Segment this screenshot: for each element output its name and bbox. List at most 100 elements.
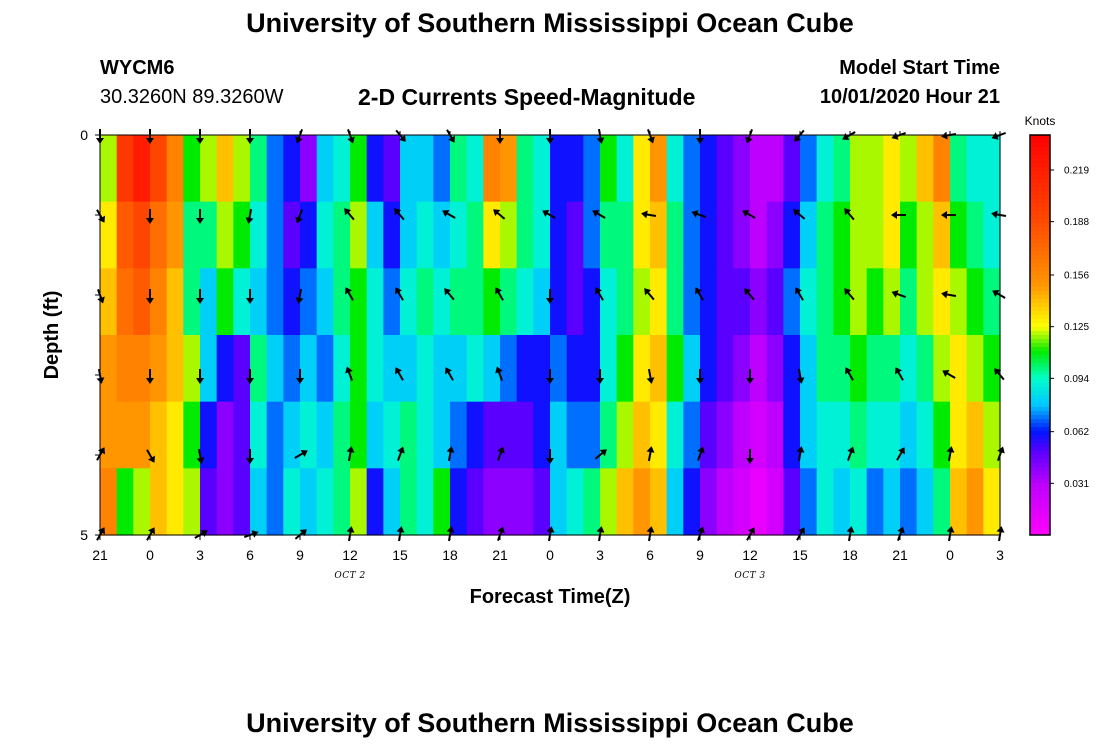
colorbar-segment xyxy=(1030,227,1050,232)
colorbar-segment xyxy=(1030,231,1050,236)
heatmap-cell xyxy=(800,135,818,203)
heatmap-cell xyxy=(616,335,634,403)
heatmap-cell xyxy=(616,268,634,336)
model-start-label: Model Start Time xyxy=(839,57,1000,79)
colorbar-segment xyxy=(1030,375,1050,380)
heatmap-cell xyxy=(316,135,334,203)
heatmap-cell xyxy=(633,468,651,536)
heatmap-cell xyxy=(450,401,468,469)
heatmap-cell xyxy=(583,201,601,269)
heatmap-cell xyxy=(350,268,368,336)
colorbar-segment xyxy=(1030,351,1050,356)
colorbar-segment xyxy=(1030,415,1050,420)
heatmap-cell xyxy=(383,335,401,403)
heatmap-cell xyxy=(533,268,551,336)
heatmap-cell xyxy=(733,135,751,203)
heatmap-cell xyxy=(116,335,134,403)
heatmap-cell xyxy=(150,401,168,469)
x-tick-label: 12 xyxy=(742,547,758,563)
x-tick-label: 0 xyxy=(946,547,954,563)
heatmap-cell xyxy=(466,335,484,403)
heatmap-cell xyxy=(833,201,851,269)
heatmap-cell xyxy=(866,401,884,469)
heatmap-cell xyxy=(233,468,251,536)
colorbar-segment xyxy=(1030,143,1050,148)
x-tick-label: 6 xyxy=(246,547,254,563)
heatmap-cell xyxy=(966,268,984,336)
heatmap-cell xyxy=(533,135,551,203)
heatmap-cell xyxy=(633,268,651,336)
heatmap-cell xyxy=(700,335,718,403)
heatmap-cell xyxy=(800,468,818,536)
colorbar-tick-label: 0.156 xyxy=(1064,271,1089,282)
heatmap-cell xyxy=(783,135,801,203)
heatmap-cell xyxy=(850,268,868,336)
heatmap-cell xyxy=(166,468,184,536)
heatmap-cell xyxy=(650,201,668,269)
heatmap-cell xyxy=(100,335,118,403)
heatmap-cell xyxy=(100,401,118,469)
colorbar-segment xyxy=(1030,403,1050,408)
heatmap-cell xyxy=(533,401,551,469)
station-id: WYCM6 xyxy=(100,57,175,79)
colorbar-segment xyxy=(1030,295,1050,300)
heatmap-cell xyxy=(133,401,151,469)
colorbar-segment xyxy=(1030,319,1050,324)
current-arrow xyxy=(941,211,956,219)
x-tick-label: 18 xyxy=(442,547,458,563)
colorbar-segment xyxy=(1030,287,1050,292)
current-arrow xyxy=(646,368,655,384)
colorbar-segment xyxy=(1030,251,1050,256)
heatmap-cell xyxy=(116,468,134,536)
current-arrow xyxy=(746,449,754,464)
heatmap-cell xyxy=(333,135,351,203)
heatmap-cell xyxy=(666,401,684,469)
heatmap-cell xyxy=(600,201,618,269)
current-arrow xyxy=(344,208,355,221)
heatmap-cell xyxy=(766,201,784,269)
heatmap-cell xyxy=(883,401,901,469)
colorbar-segment xyxy=(1030,263,1050,268)
heatmap-cell xyxy=(583,135,601,203)
heatmap-cell xyxy=(483,335,501,403)
heatmap-cell xyxy=(816,268,834,336)
heatmap-cell xyxy=(300,268,318,336)
colorbar-unit-label: Knots xyxy=(1025,114,1056,128)
colorbar-segment xyxy=(1030,455,1050,460)
heatmap-cell xyxy=(233,401,251,469)
heatmap-cell xyxy=(866,335,884,403)
heatmap-cell xyxy=(250,135,268,203)
current-arrow xyxy=(296,369,304,384)
colorbar-segment xyxy=(1030,335,1050,340)
current-arrow xyxy=(295,288,304,304)
colorbar-segment xyxy=(1030,171,1050,176)
heatmap-cell xyxy=(483,401,501,469)
heatmap-cell xyxy=(283,268,301,336)
current-arrow xyxy=(146,449,155,463)
heatmap-cell xyxy=(850,401,868,469)
colorbar-segment xyxy=(1030,207,1050,212)
x-tick-label: 3 xyxy=(996,547,1004,563)
heatmap-cell xyxy=(783,335,801,403)
heatmap-cell xyxy=(450,135,468,203)
heatmap-cell xyxy=(433,268,451,336)
heatmap-cell xyxy=(650,268,668,336)
heatmap-cell xyxy=(183,468,201,536)
heatmap-cell xyxy=(650,401,668,469)
heatmap-cell xyxy=(466,468,484,536)
colorbar-segment xyxy=(1030,467,1050,472)
heatmap-cell xyxy=(733,468,751,536)
current-arrow xyxy=(295,209,303,224)
heatmap-cell xyxy=(833,268,851,336)
colorbar-segment xyxy=(1030,499,1050,504)
heatmap-cell xyxy=(433,468,451,536)
colorbar-segment xyxy=(1030,475,1050,480)
colorbar-segment xyxy=(1030,235,1050,240)
current-arrow xyxy=(546,369,554,384)
x-tick-label: 6 xyxy=(646,547,654,563)
x-tick-label: 21 xyxy=(892,547,908,563)
colorbar-segment xyxy=(1030,367,1050,372)
heatmap-cell xyxy=(100,135,118,203)
current-arrow xyxy=(395,367,404,381)
heatmap-cell xyxy=(166,201,184,269)
